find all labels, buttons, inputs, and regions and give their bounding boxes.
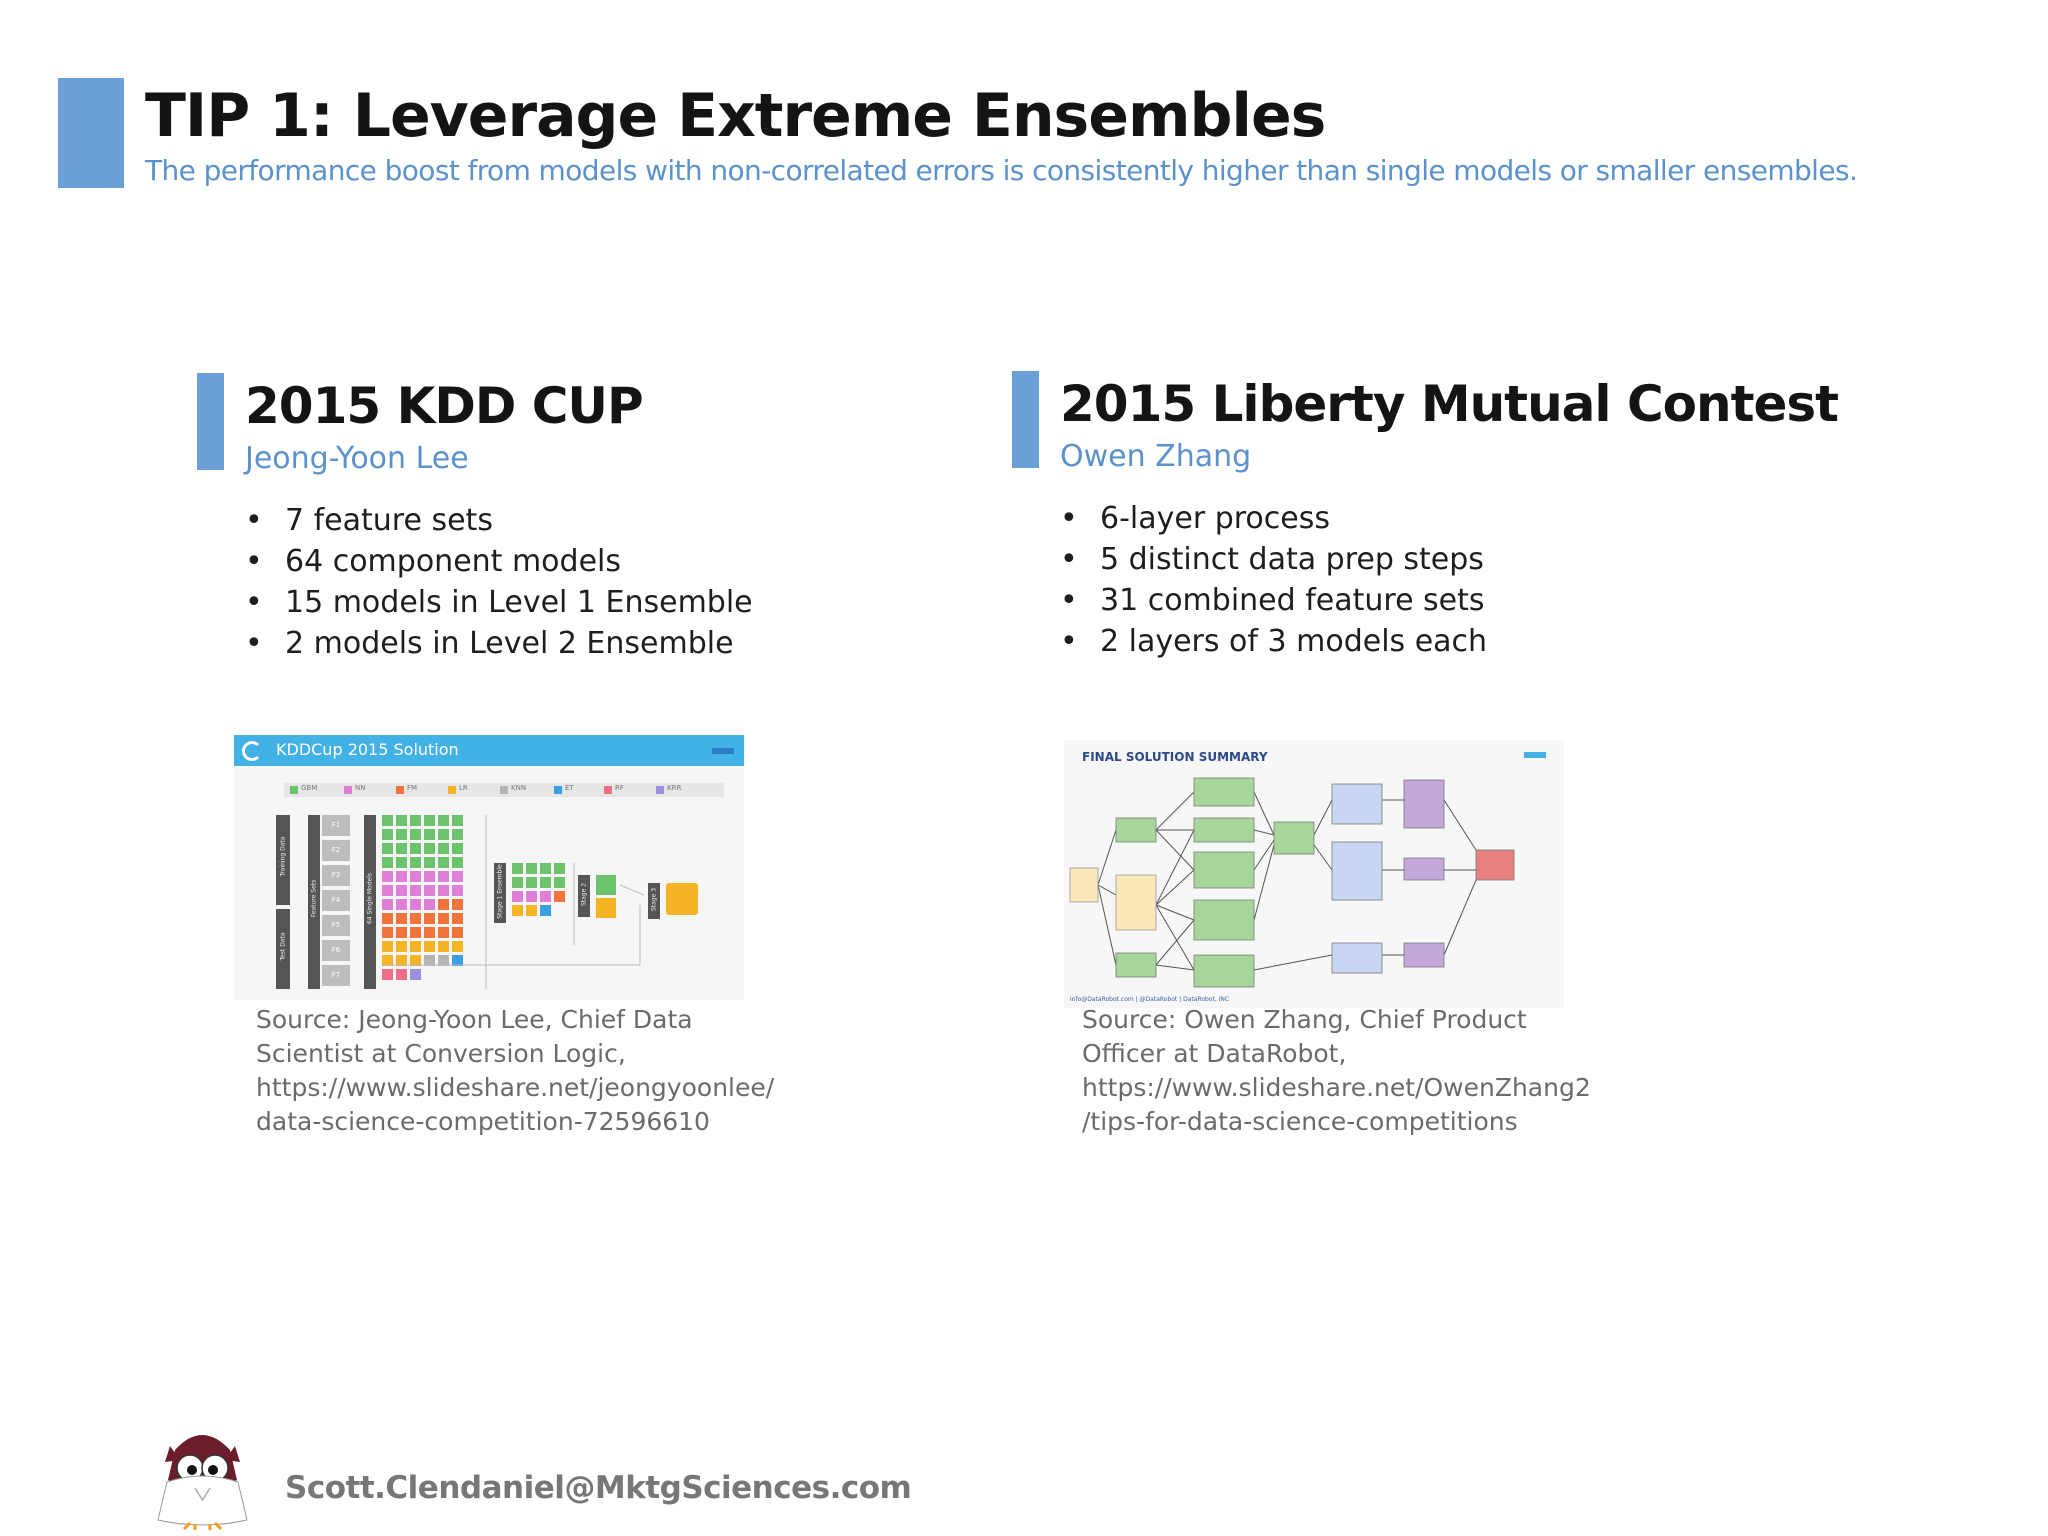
list-item: 2 layers of 3 models each — [1060, 621, 1487, 662]
stage2-bar: Stage 2 — [578, 875, 590, 917]
legend-label: KRR — [667, 784, 682, 792]
left-source-citation: Source: Jeong-Yoon Lee, Chief Data Scien… — [256, 1003, 774, 1139]
right-author: Owen Zhang — [1060, 439, 1252, 474]
feature-set-item: F4 — [322, 890, 350, 911]
legend-swatch-fm — [396, 786, 404, 794]
source-line: Source: Owen Zhang, Chief Product — [1082, 1005, 1527, 1034]
left-heading: 2015 KDD CUP — [245, 377, 644, 435]
left-bullet-list: 7 feature sets 64 component models 15 mo… — [245, 500, 753, 664]
legend-label: FM — [407, 784, 418, 792]
test-data-bar: Test Data — [276, 909, 290, 989]
legend-label: LR — [459, 784, 468, 792]
feature-set-item: F2 — [322, 840, 350, 861]
source-link[interactable]: https://www.slideshare.net/jeongyoonlee/ — [256, 1073, 775, 1102]
legend-label: KNN — [511, 784, 527, 792]
right-accent-bar — [1012, 371, 1039, 468]
single-models-grid — [382, 815, 482, 989]
left-accent-bar — [197, 373, 224, 470]
legend-swatch-gbm — [290, 786, 298, 794]
banner-badge — [712, 748, 734, 754]
list-item: 64 component models — [245, 541, 753, 582]
kdd-banner: KDDCup 2015 Solution — [234, 735, 744, 766]
source-link[interactable]: https://www.slideshare.net/OwenZhang2 — [1082, 1073, 1591, 1102]
feature-set-column: F1 F2 F3 F4 F5 F6 F7 — [322, 815, 350, 989]
right-bullet-list: 6-layer process 5 distinct data prep ste… — [1060, 498, 1487, 662]
kdd-banner-title: KDDCup 2015 Solution — [276, 740, 459, 759]
source-link[interactable]: data-science-competition-72596610 — [256, 1107, 710, 1136]
stage2-cell-gbm — [596, 875, 616, 895]
source-line: Scientist at Conversion Logic, — [256, 1039, 626, 1068]
kdd-solution-figure: KDDCup 2015 Solution GBM NN FM LR KNN ET… — [234, 735, 744, 1000]
stage2-cell-lr — [596, 898, 616, 918]
feature-set-item: F1 — [322, 815, 350, 836]
list-item: 31 combined feature sets — [1060, 580, 1487, 621]
logo-icon — [242, 741, 262, 761]
feature-set-item: F6 — [322, 940, 350, 961]
source-line: Officer at DataRobot, — [1082, 1039, 1347, 1068]
feature-set-item: F5 — [322, 915, 350, 936]
stage1-cells — [512, 863, 565, 916]
single-models-bar: 64 Single Models — [364, 815, 376, 989]
kdd-legend: GBM NN FM LR KNN ET RF KRR — [284, 783, 724, 797]
source-link[interactable]: /tips-for-data-science-competitions — [1082, 1107, 1518, 1136]
legend-swatch-knn — [500, 786, 508, 794]
figure-title: FINAL SOLUTION SUMMARY — [1082, 750, 1268, 764]
legend-swatch-krr — [656, 786, 664, 794]
list-item: 15 models in Level 1 Ensemble — [245, 582, 753, 623]
list-item: 5 distinct data prep steps — [1060, 539, 1487, 580]
page-subtitle: The performance boost from models with n… — [145, 154, 1858, 187]
legend-swatch-rf — [604, 786, 612, 794]
stage3-bar: Stage 3 — [648, 883, 660, 919]
right-heading: 2015 Liberty Mutual Contest — [1060, 375, 1839, 433]
list-item: 7 feature sets — [245, 500, 753, 541]
pipeline-diagram — [1069, 777, 1515, 988]
source-line: Source: Jeong-Yoon Lee, Chief Data — [256, 1005, 693, 1034]
training-data-bar: Training Data — [276, 815, 290, 905]
legend-label: NN — [355, 784, 366, 792]
legend-label: GBM — [301, 784, 318, 792]
feature-set-item: F3 — [322, 865, 350, 886]
title-accent-bar — [58, 78, 124, 188]
list-item: 2 models in Level 2 Ensemble — [245, 623, 753, 664]
figure-badge — [1524, 752, 1546, 758]
legend-swatch-nn — [344, 786, 352, 794]
feature-set-item: F7 — [322, 965, 350, 986]
flow-connectors — [382, 815, 645, 989]
owl-mascot-icon — [157, 1435, 248, 1530]
model-cells — [382, 815, 463, 980]
figure-footer: info@DataRobot.com | @DataRobot | DataRo… — [1070, 996, 1230, 1003]
list-item: 6-layer process — [1060, 498, 1487, 539]
liberty-solution-figure: FINAL SOLUTION SUMMARY info@Dat — [1064, 740, 1564, 1008]
feature-sets-bar: Feature Sets — [308, 815, 320, 989]
legend-swatch-lr — [448, 786, 456, 794]
stage3-cell — [666, 883, 698, 915]
contact-email[interactable]: Scott.Clendaniel@MktgSciences.com — [285, 1470, 912, 1506]
legend-label: ET — [565, 784, 574, 792]
legend-swatch-et — [554, 786, 562, 794]
page-title: TIP 1: Leverage Extreme Ensembles — [145, 81, 1326, 151]
stage1-bar: Stage 1 Ensemble — [494, 863, 506, 923]
left-author: Jeong-Yoon Lee — [245, 441, 469, 476]
right-source-citation: Source: Owen Zhang, Chief Product Office… — [1082, 1003, 1591, 1139]
legend-label: RF — [615, 784, 624, 792]
